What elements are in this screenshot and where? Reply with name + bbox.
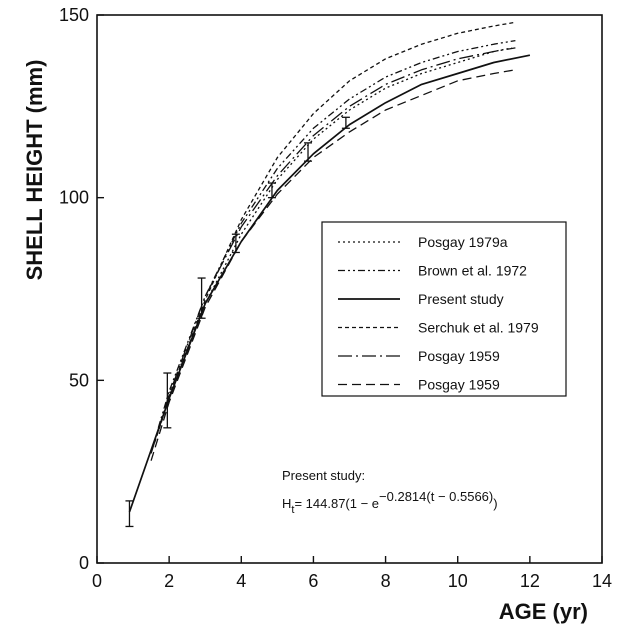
annotation-title: Present study: xyxy=(282,468,365,483)
legend-label-1: Posgay 1979a xyxy=(418,234,508,250)
series-line-1 xyxy=(157,47,512,432)
x-tick-label: 12 xyxy=(520,571,540,591)
y-axis-ticks: 0 50 100 150 xyxy=(59,5,104,573)
x-tick-label: 10 xyxy=(448,571,468,591)
x-tick-label: 6 xyxy=(308,571,318,591)
equation-close: ) xyxy=(493,496,497,511)
series-line-3 xyxy=(128,54,531,513)
series-line-6 xyxy=(150,69,516,461)
plot-area-border xyxy=(96,14,603,564)
y-tick-label: 0 xyxy=(79,553,89,573)
series-layer xyxy=(128,21,531,513)
equation-symbol: H xyxy=(282,496,291,511)
series-line-4 xyxy=(154,21,516,443)
legend-label-5: Posgay 1959 xyxy=(418,348,500,364)
legend-label-3: Present study xyxy=(418,291,504,307)
x-tick-label: 4 xyxy=(236,571,246,591)
y-tick-label: 100 xyxy=(59,188,89,208)
x-tick-label: 8 xyxy=(381,571,391,591)
legend-label-2: Brown et al. 1972 xyxy=(418,263,527,279)
error-bar-layer xyxy=(125,116,350,528)
annotation-equation: Ht= 144.87(1 − e−0.2814(t − 0.5566)) xyxy=(282,489,498,516)
model-equation-annotation: Present study: Ht= 144.87(1 − e−0.2814(t… xyxy=(282,468,498,516)
x-tick-label: 2 xyxy=(164,571,174,591)
legend-label-6: Posgay 1959 xyxy=(418,377,500,393)
y-tick-label: 50 xyxy=(69,370,89,390)
y-tick-label: 150 xyxy=(59,5,89,25)
x-axis-title: AGE (yr) xyxy=(499,599,588,624)
equation-subscript: t xyxy=(291,504,294,516)
legend: Posgay 1979a Brown et al. 1972 Present stu… xyxy=(321,221,567,397)
legend-box xyxy=(321,221,567,397)
equation-main: = 144.87(1 − e xyxy=(294,496,379,511)
series-line-5 xyxy=(150,47,516,454)
y-axis-title: SHELL HEIGHT (mm) xyxy=(22,60,47,281)
plot-frame xyxy=(96,14,603,564)
equation-exponent: −0.2814(t − 0.5566) xyxy=(379,489,493,504)
x-axis-ticks: 0 2 4 6 8 10 12 14 xyxy=(92,556,612,591)
x-tick-label: 0 xyxy=(92,571,102,591)
x-tick-label: 14 xyxy=(592,571,612,591)
legend-label-4: Serchuk et al. 1979 xyxy=(418,320,539,336)
